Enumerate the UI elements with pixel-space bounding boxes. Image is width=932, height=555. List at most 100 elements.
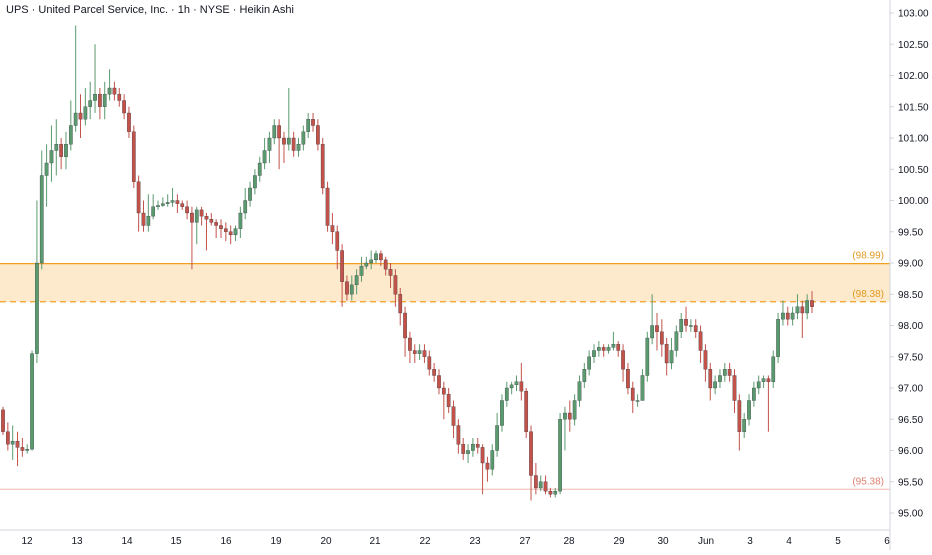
candle-body — [727, 369, 732, 376]
time-tick-label: 15 — [170, 536, 182, 547]
candle-body — [345, 281, 349, 295]
candle-body — [340, 250, 344, 282]
candle-body — [626, 369, 630, 389]
candle-body — [35, 262, 39, 354]
candle-body — [131, 131, 136, 182]
candle-body — [369, 259, 374, 264]
candle-body — [689, 325, 693, 327]
candle-body — [112, 87, 117, 95]
candle-body — [698, 331, 703, 351]
candle-body — [703, 350, 708, 370]
candle-body — [534, 475, 538, 489]
candle-body — [39, 175, 44, 264]
time-tick-label: 5 — [835, 536, 841, 547]
candle-body — [68, 125, 73, 145]
candle-body — [693, 325, 698, 332]
candle-body — [674, 331, 679, 351]
candle-body — [267, 137, 272, 151]
candle-body — [354, 275, 359, 286]
price-tick-label: 95.00 — [898, 509, 923, 520]
candle-body — [621, 350, 625, 370]
candle-body — [306, 119, 311, 132]
candle-body — [790, 312, 795, 320]
candle-body — [98, 94, 102, 107]
price-tick-label: 96.50 — [898, 415, 923, 426]
time-tick-label: 12 — [21, 536, 33, 547]
candle-body — [59, 144, 63, 157]
candle-body — [214, 222, 218, 226]
time-tick-label: 30 — [657, 536, 669, 547]
candle-body — [388, 269, 393, 276]
candle-body — [485, 462, 490, 470]
candle-body — [223, 228, 228, 232]
candle-body — [272, 125, 277, 139]
candle-body — [316, 125, 320, 145]
candle-body — [146, 215, 151, 226]
candle-body — [383, 259, 388, 270]
candle-body — [655, 325, 659, 332]
candle-body — [161, 203, 165, 206]
time-tick-label: 4 — [786, 536, 792, 547]
candle-body — [597, 347, 601, 351]
candle-body — [364, 262, 369, 267]
candle-body — [301, 131, 306, 145]
candle-body — [49, 150, 54, 164]
candle-body — [558, 419, 562, 492]
candle-body — [291, 137, 296, 151]
level-label-zone-top: (98.99) — [852, 251, 884, 262]
time-tick-label: 14 — [121, 536, 133, 547]
candle-body — [127, 112, 131, 132]
candle-body — [320, 144, 325, 189]
candle-body — [286, 137, 291, 145]
candle-body — [141, 212, 146, 226]
candle-body — [471, 444, 475, 451]
price-tick-label: 96.00 — [898, 446, 923, 457]
candle-body — [374, 253, 378, 261]
candle-body — [335, 231, 340, 251]
candle-body — [742, 419, 747, 432]
candle-body — [563, 412, 567, 420]
candle-body — [422, 350, 427, 357]
candle-body — [412, 350, 417, 354]
candle-body — [630, 387, 635, 401]
candle-body — [5, 431, 10, 445]
candle-body — [601, 347, 606, 351]
price-tick-label: 99.00 — [898, 259, 923, 270]
candle-body — [577, 381, 582, 401]
candle-body — [393, 275, 398, 295]
candle-body — [708, 369, 713, 389]
candle-body — [490, 450, 495, 470]
time-tick-label: 23 — [469, 536, 481, 547]
candle-body — [262, 150, 267, 164]
candle-body — [228, 231, 233, 236]
candle-body — [718, 375, 722, 382]
candle-body — [752, 387, 756, 401]
candle-body — [282, 137, 286, 145]
candle-body — [781, 312, 785, 320]
candle-body — [296, 144, 301, 151]
candle-body — [151, 206, 156, 217]
candle-body — [592, 350, 596, 357]
candle-body — [1, 409, 5, 432]
price-tick-label: 97.50 — [898, 352, 923, 363]
candle-body — [175, 200, 180, 204]
price-tick-label: 98.00 — [898, 321, 923, 332]
time-axis: 12 13 14 15 16 19 20 21 22 23 27 28 29 30 Jun 3 4 5 6 — [21, 536, 890, 547]
time-tick-label: Jun — [698, 536, 714, 547]
candle-body — [567, 412, 572, 420]
candle-body — [311, 119, 315, 126]
candle-body — [446, 394, 451, 407]
candle-body — [248, 187, 252, 201]
resistance-zone-fill — [0, 263, 890, 302]
level-label-zone-bottom: (98.38) — [852, 289, 884, 300]
candle-body — [219, 225, 223, 229]
candle-body — [616, 344, 621, 351]
time-tick-label: 21 — [369, 536, 381, 547]
candle-body — [417, 350, 422, 354]
candle-body — [684, 319, 688, 326]
candle-body — [359, 265, 364, 276]
candle-body — [766, 378, 771, 382]
candle-body — [761, 378, 766, 382]
candle-body — [78, 112, 83, 120]
